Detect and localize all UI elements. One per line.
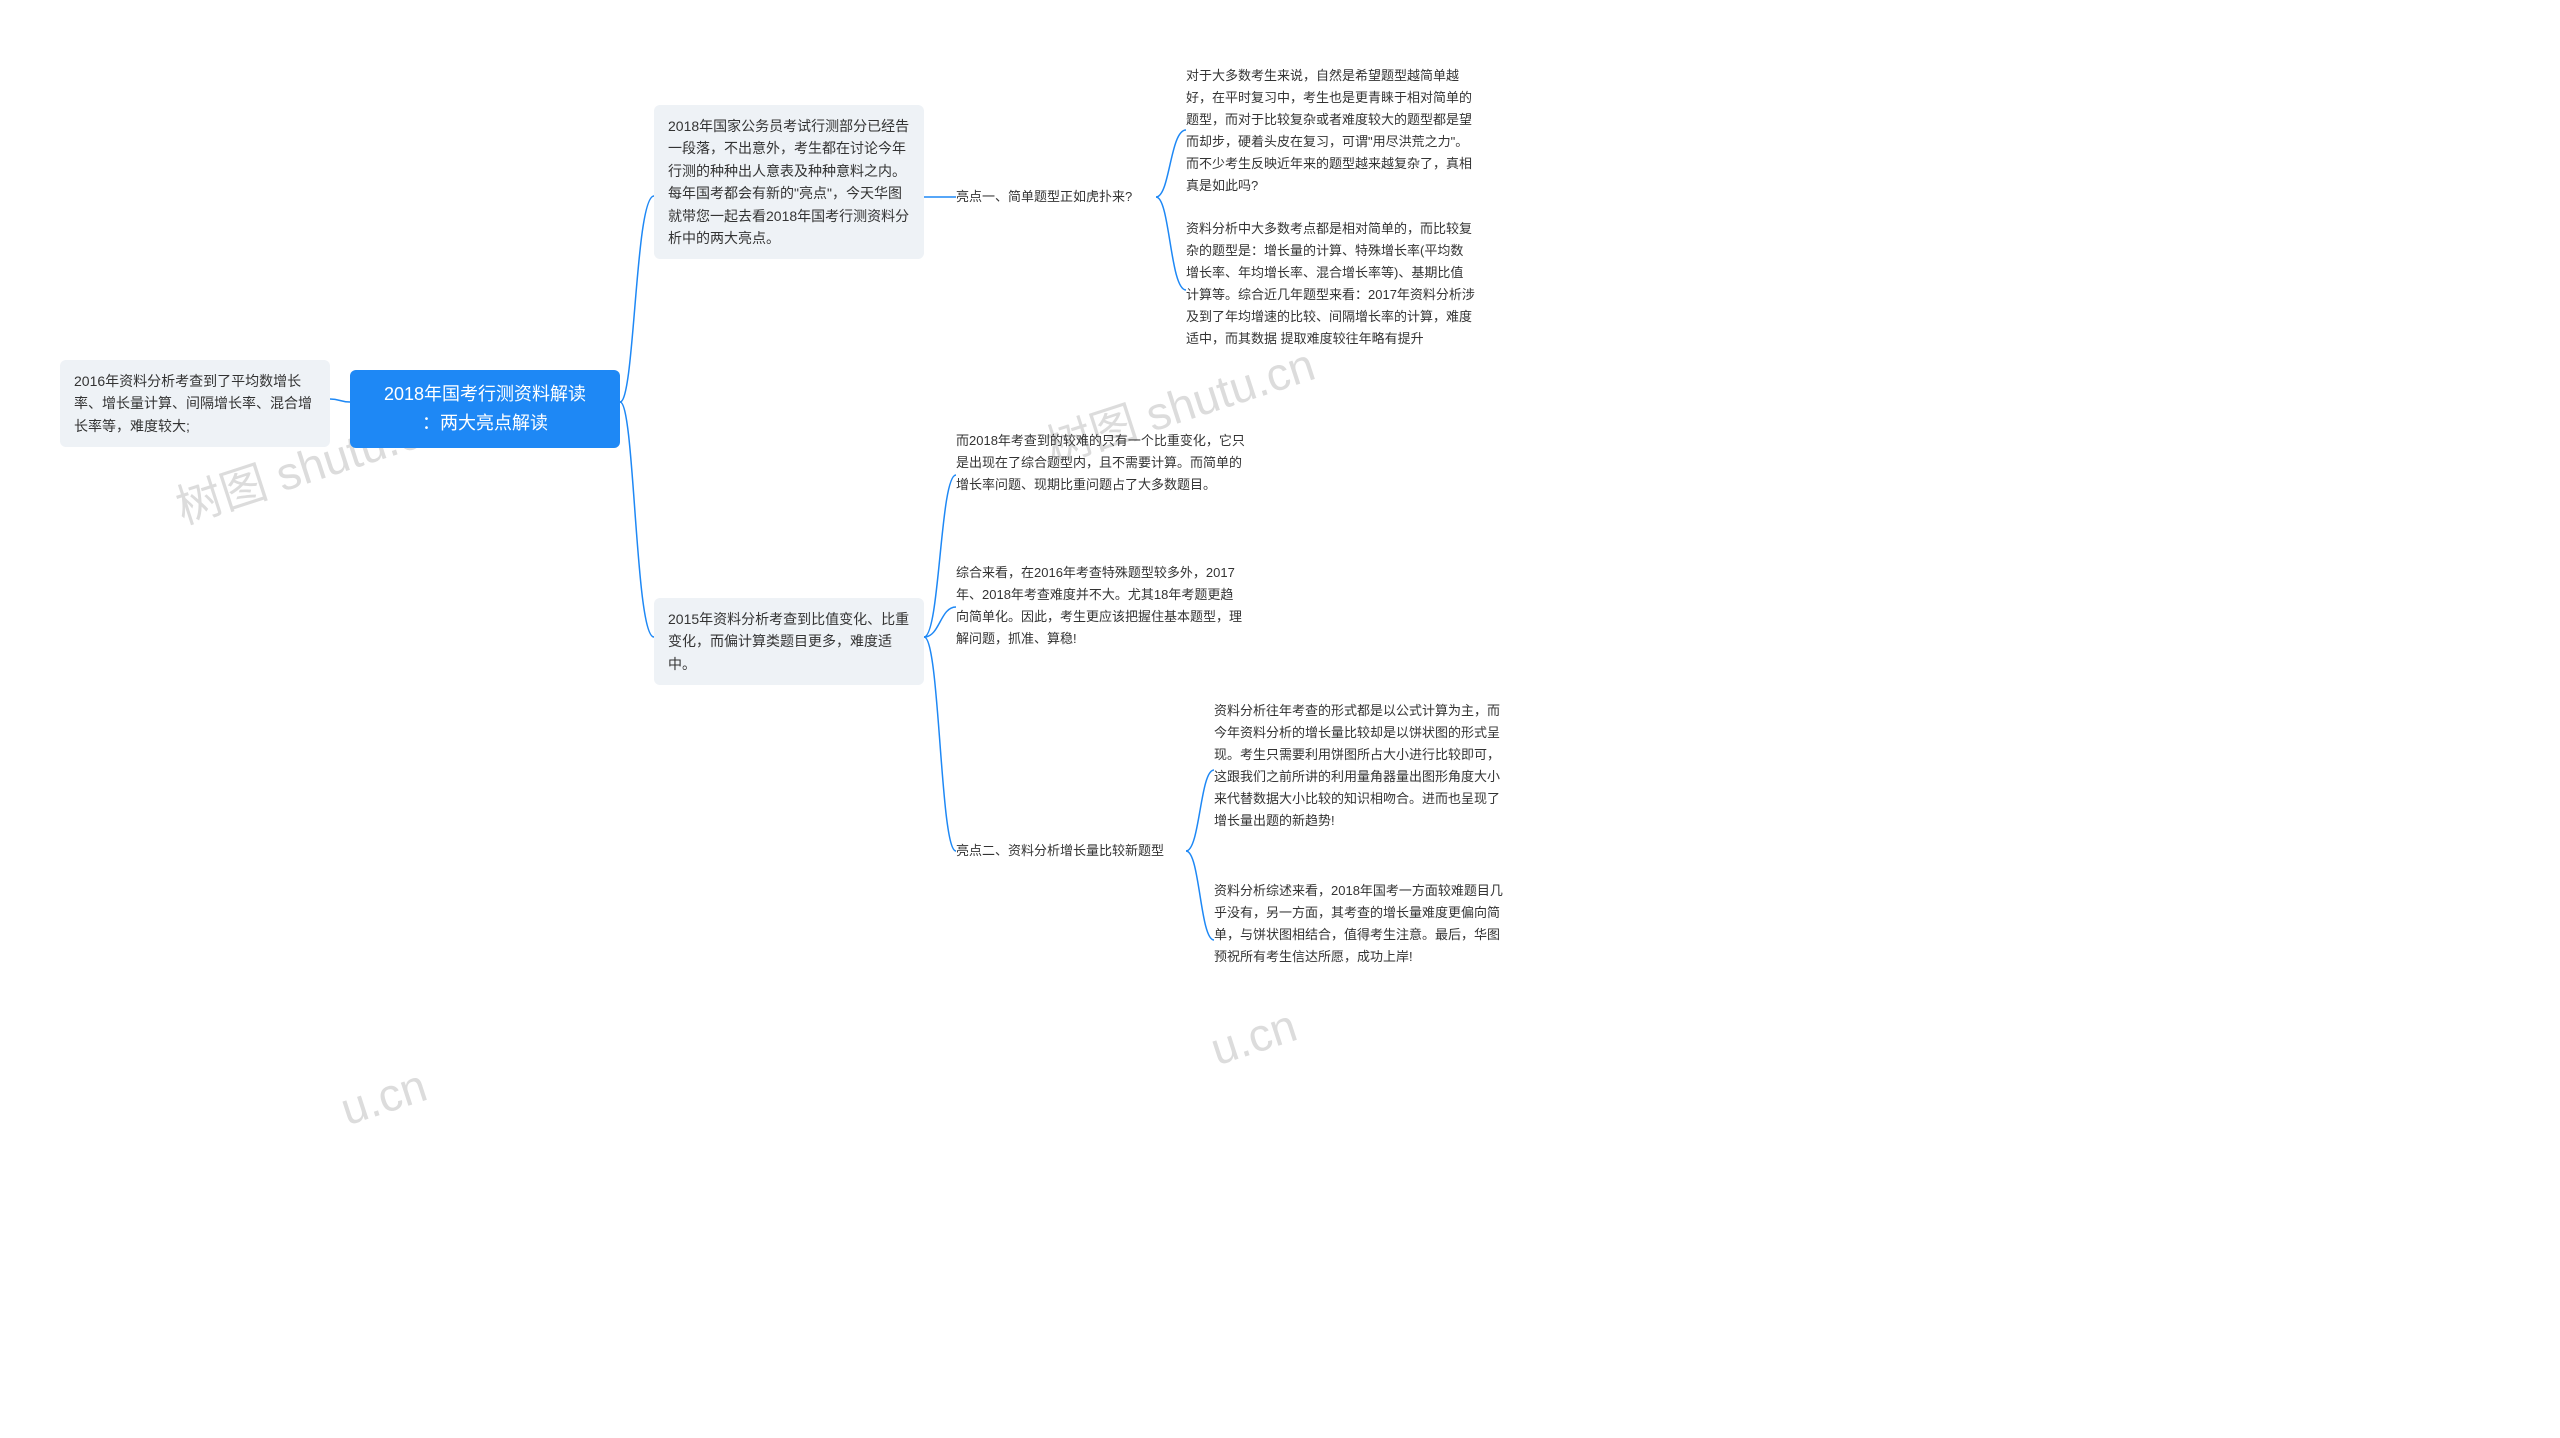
node-2018-detail-2: 综合来看，在2016年考查特殊题型较多外，2017年、2018年考查难度并不大。… — [956, 562, 1246, 650]
node-highlight-2-title: 亮点二、资料分析增长量比较新题型 — [956, 840, 1186, 862]
root-line2: ：两大亮点解读 — [364, 409, 606, 438]
node-2015: 2015年资料分析考查到比值变化、比重变化，而偏计算类题目更多，难度适中。 — [654, 598, 924, 685]
watermark: u.cn — [1204, 998, 1303, 1076]
node-2018-detail-1: 而2018年考查到的较难的只有一个比重变化，它只是出现在了综合题型内，且不需要计… — [956, 430, 1246, 496]
root-line1: 2018年国考行测资料解读 — [364, 380, 606, 409]
node-2018-intro: 2018年国家公务员考试行测部分已经告一段落，不出意外，考生都在讨论今年行测的种… — [654, 105, 924, 259]
node-highlight-2b: 资料分析综述来看，2018年国考一方面较难题目几乎没有，另一方面，其考查的增长量… — [1214, 880, 1504, 968]
node-highlight-1b: 资料分析中大多数考点都是相对简单的，而比较复杂的题型是：增长量的计算、特殊增长率… — [1186, 218, 1476, 351]
root-node: 2018年国考行测资料解读 ：两大亮点解读 — [350, 370, 620, 448]
node-left-2016: 2016年资料分析考查到了平均数增长率、增长量计算、间隔增长率、混合增长率等，难… — [60, 360, 330, 447]
watermark: u.cn — [334, 1058, 433, 1136]
node-highlight-1a: 对于大多数考生来说，自然是希望题型越简单越好，在平时复习中，考生也是更青睐于相对… — [1186, 65, 1476, 198]
node-highlight-1-title: 亮点一、简单题型正如虎扑来? — [956, 186, 1156, 208]
node-highlight-2a: 资料分析往年考查的形式都是以公式计算为主，而今年资料分析的增长量比较却是以饼状图… — [1214, 700, 1504, 833]
